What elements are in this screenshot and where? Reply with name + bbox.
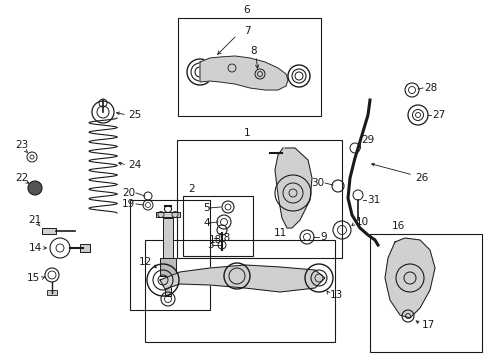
Text: 14: 14 (28, 243, 41, 253)
Text: 12: 12 (139, 257, 152, 267)
Text: 30: 30 (310, 178, 324, 188)
Text: 24: 24 (128, 160, 141, 170)
Text: 26: 26 (414, 173, 427, 183)
Text: 1: 1 (243, 128, 250, 138)
Text: 8: 8 (250, 46, 257, 56)
Text: 20: 20 (122, 188, 135, 198)
Text: 16: 16 (390, 221, 404, 231)
Text: 21: 21 (28, 215, 41, 225)
Bar (177, 140, 341, 258)
Bar (130, 200, 209, 310)
Bar (183, 196, 252, 256)
Bar (156, 212, 180, 217)
Text: 13: 13 (329, 290, 343, 300)
Text: 15: 15 (27, 273, 40, 283)
Text: 5: 5 (203, 203, 210, 213)
Text: 27: 27 (431, 110, 445, 120)
Text: 3: 3 (206, 240, 213, 250)
Text: 25: 25 (128, 110, 141, 120)
Bar (160, 258, 176, 276)
Bar (42, 228, 56, 234)
Bar (369, 234, 481, 352)
Text: 11: 11 (273, 228, 286, 238)
Bar (145, 240, 334, 342)
Bar (80, 244, 90, 252)
Text: 17: 17 (421, 320, 434, 330)
Text: 19: 19 (122, 199, 135, 209)
Text: 18: 18 (218, 233, 231, 243)
Text: 7: 7 (243, 26, 250, 36)
Circle shape (28, 181, 42, 195)
Bar (164, 276, 171, 296)
Bar (163, 218, 173, 258)
Text: 18: 18 (208, 235, 221, 245)
Text: 28: 28 (423, 83, 436, 93)
Polygon shape (160, 265, 325, 292)
Text: 22: 22 (15, 173, 29, 183)
Text: 6: 6 (243, 5, 250, 15)
Bar (47, 290, 57, 295)
Polygon shape (200, 56, 287, 90)
Text: 31: 31 (366, 195, 380, 205)
Text: 29: 29 (360, 135, 373, 145)
Polygon shape (274, 148, 311, 228)
Text: 10: 10 (355, 217, 368, 227)
Bar (178, 18, 320, 116)
Text: 23: 23 (15, 140, 29, 150)
Text: 4: 4 (203, 218, 210, 228)
Polygon shape (384, 238, 434, 318)
Text: 2: 2 (188, 184, 195, 194)
Text: 9: 9 (319, 232, 326, 242)
